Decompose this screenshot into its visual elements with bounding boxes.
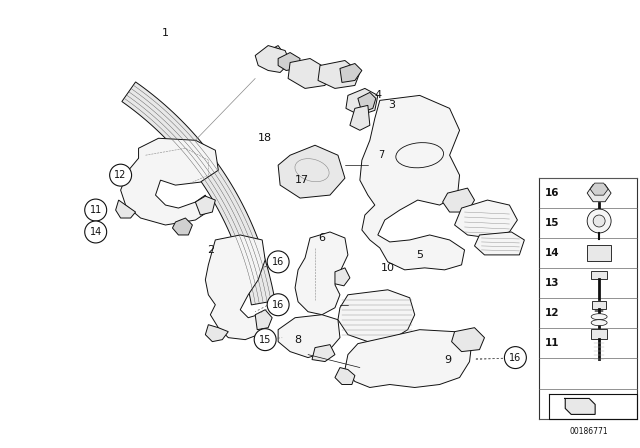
Polygon shape [265,46,285,65]
Polygon shape [278,145,345,198]
Polygon shape [338,290,415,342]
Text: 15: 15 [259,335,271,345]
Text: 16: 16 [509,353,522,362]
Polygon shape [335,268,350,286]
Text: 6: 6 [319,233,326,243]
Text: 11: 11 [90,205,102,215]
Polygon shape [255,46,290,73]
Polygon shape [346,88,378,115]
Polygon shape [172,218,193,235]
Ellipse shape [591,314,607,320]
Circle shape [267,251,289,273]
Text: 1: 1 [162,28,169,38]
Circle shape [84,221,107,243]
Polygon shape [358,92,376,112]
Text: 16: 16 [272,257,284,267]
Polygon shape [454,200,517,238]
Polygon shape [587,185,611,202]
Text: 16: 16 [545,188,559,198]
Polygon shape [288,59,330,88]
Polygon shape [116,200,136,218]
Polygon shape [350,105,370,130]
Polygon shape [205,325,228,342]
Polygon shape [278,314,340,358]
Text: 8: 8 [294,335,301,345]
Polygon shape [205,235,265,340]
Circle shape [587,209,611,233]
Polygon shape [335,367,355,384]
Polygon shape [312,345,335,362]
Ellipse shape [591,320,607,326]
Polygon shape [120,138,218,225]
Polygon shape [474,232,524,255]
Polygon shape [195,196,215,215]
Text: 9: 9 [444,354,451,365]
Polygon shape [295,232,348,314]
Text: 16: 16 [272,300,284,310]
Circle shape [109,164,132,186]
Polygon shape [360,95,465,270]
Circle shape [593,215,605,227]
Polygon shape [590,183,608,195]
Text: 13: 13 [545,278,559,288]
Text: 14: 14 [90,227,102,237]
Polygon shape [592,301,606,309]
Polygon shape [591,329,607,339]
Polygon shape [340,64,362,82]
Polygon shape [591,271,607,279]
Text: 12: 12 [545,308,559,318]
Polygon shape [587,245,611,261]
Text: 12: 12 [115,170,127,180]
Circle shape [504,347,526,369]
Text: 11: 11 [545,338,559,348]
Text: 7: 7 [379,150,385,160]
Text: 17: 17 [295,175,309,185]
Text: 2: 2 [207,245,214,255]
Polygon shape [255,310,272,330]
Circle shape [254,329,276,351]
Text: 18: 18 [258,133,272,143]
Polygon shape [122,82,275,305]
Polygon shape [443,188,474,212]
Text: 00186771: 00186771 [570,427,609,436]
Circle shape [84,199,107,221]
Polygon shape [318,60,360,88]
Polygon shape [265,47,282,60]
Polygon shape [452,327,484,352]
Text: 10: 10 [381,263,395,273]
Text: 4: 4 [374,90,381,100]
Polygon shape [564,398,595,414]
Text: 3: 3 [388,100,396,110]
Polygon shape [278,52,300,70]
Polygon shape [345,330,472,388]
Text: 14: 14 [545,248,559,258]
Circle shape [267,294,289,316]
Text: 5: 5 [416,250,423,260]
Text: 15: 15 [545,218,559,228]
